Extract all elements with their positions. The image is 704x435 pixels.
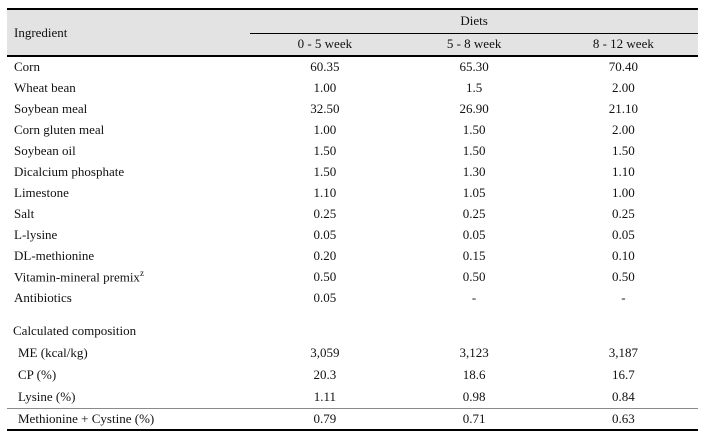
value-cell: 0.98 <box>462 388 486 404</box>
value-cell: 3,059 <box>310 345 340 360</box>
ingredient-name-cell: Corn <box>14 59 40 74</box>
table-row: Soybean oil 1.50 1.50 1.50 <box>7 140 698 161</box>
value-cell: 0.05 <box>462 226 486 242</box>
value-cell: 0.71 <box>399 407 549 431</box>
section-divider: Calculated composition <box>7 308 698 342</box>
ingredient-name-cell: L-lysine <box>14 226 58 242</box>
table-row: Antibiotics 0.05 - - <box>7 287 698 308</box>
value-cell: 1.05 <box>462 184 486 200</box>
table-row: Limestone 1.10 1.05 1.00 <box>7 182 698 203</box>
value-cell: 16.7 <box>611 367 635 382</box>
ingredient-name-cell: Salt <box>14 205 35 221</box>
table-header: Ingredient Diets 0 - 5 week 5 - 8 week 8 -… <box>7 9 698 57</box>
value-cell: 0.63 <box>548 407 698 431</box>
value-cell: 18.6 <box>462 367 486 382</box>
value-cell: 32.50 <box>310 100 340 116</box>
spacer-cell <box>7 308 698 320</box>
composition-name-cell: Lysine (%) <box>18 388 76 404</box>
value-cell: 1.11 <box>313 388 336 404</box>
table-row: Wheat bean 1.00 1.5 2.00 <box>7 77 698 98</box>
header-row-group: Ingredient Diets <box>7 9 698 57</box>
composition-name-cell: CP (%) <box>18 367 57 382</box>
week-column-header: 5 - 8 week <box>399 33 549 57</box>
table-row: Soybean meal 32.50 26.90 21.10 <box>7 98 698 119</box>
composition-name-cell: ME (kcal/kg) <box>18 345 88 360</box>
composition-section: ME (kcal/kg) 3,059 3,123 3,187 CP (%) 20.3 18.… <box>7 342 698 431</box>
ingredient-name-cell: Wheat bean <box>14 79 76 95</box>
value-cell: 1.10 <box>313 184 337 200</box>
table-row: Methionine + Cystine (%) 0.79 0.71 0.63 <box>7 407 698 431</box>
value-cell: 60.35 <box>310 59 340 74</box>
ingredient-name-cell: DL-methionine <box>14 247 95 263</box>
value-cell: 2.00 <box>611 121 635 137</box>
value-cell: 0.15 <box>462 247 486 263</box>
week-column-header: 0 - 5 week <box>250 33 400 57</box>
section-header-label: Calculated composition <box>13 323 137 338</box>
ingredients-section: Corn 60.35 65.30 70.40 Wheat bean 1.00 1.5 2.00… <box>7 56 698 308</box>
value-cell: 1.00 <box>313 79 337 95</box>
table-row: CP (%) 20.3 18.6 16.7 <box>7 364 698 386</box>
value-cell: 1.00 <box>313 121 337 137</box>
table-row: Dicalcium phosphate 1.50 1.30 1.10 <box>7 161 698 182</box>
value-cell: 1.50 <box>611 142 635 158</box>
table-row: Corn 60.35 65.30 70.40 <box>7 56 698 77</box>
section-header-row: Calculated composition <box>7 320 698 342</box>
value-cell: 0.25 <box>462 205 486 221</box>
value-cell: 1.00 <box>611 184 635 200</box>
value-cell: - <box>471 289 477 305</box>
table-row: Corn gluten meal 1.00 1.50 2.00 <box>7 119 698 140</box>
value-cell: 0.84 <box>611 388 635 404</box>
diets-group-header: Diets <box>250 9 698 34</box>
composition-name-cell: Methionine + Cystine (%) <box>7 407 251 431</box>
value-cell: 20.3 <box>313 367 337 382</box>
value-cell: 0.79 <box>250 407 400 431</box>
diet-ingredient-table: Ingredient Diets 0 - 5 week 5 - 8 week 8 -… <box>7 8 698 431</box>
ingredient-name-cell: Dicalcium phosphate <box>14 163 125 179</box>
value-cell: 0.25 <box>611 205 635 221</box>
table-row: Lysine (%) 1.11 0.98 0.84 <box>7 386 698 408</box>
value-cell: 0.50 <box>611 268 635 284</box>
value-cell: 70.40 <box>608 59 638 74</box>
ingredient-name-cell: Vitamin-mineral premixz <box>14 267 144 285</box>
table-row: L-lysine 0.05 0.05 0.05 <box>7 224 698 245</box>
ingredient-name-cell: Antibiotics <box>14 289 72 305</box>
value-cell: - <box>621 289 626 305</box>
table-row: ME (kcal/kg) 3,059 3,123 3,187 <box>7 342 698 364</box>
value-cell: 65.30 <box>459 59 489 74</box>
value-cell: 1.50 <box>462 142 486 158</box>
value-cell: 1.50 <box>313 163 337 179</box>
header-row-weeks: 0 - 5 week 5 - 8 week 8 - 12 week <box>7 33 698 57</box>
value-cell: 0.05 <box>611 226 635 242</box>
value-cell: 2.00 <box>611 79 635 95</box>
week-column-header: 8 - 12 week <box>548 33 698 57</box>
value-cell: 0.05 <box>313 289 337 305</box>
spacer-row <box>7 308 698 320</box>
ingredient-name-cell: Soybean oil <box>14 142 76 158</box>
value-cell: 1.30 <box>462 163 486 179</box>
value-cell: 0.20 <box>313 247 337 263</box>
value-cell: 1.5 <box>465 79 483 95</box>
ingredient-name-cell: Limestone <box>14 184 69 200</box>
value-cell: 3,123 <box>459 345 489 360</box>
value-cell: 0.10 <box>611 247 635 263</box>
value-cell: 0.50 <box>462 268 486 284</box>
value-cell: 1.50 <box>462 121 486 137</box>
value-cell: 0.50 <box>313 268 337 284</box>
table-row: Salt 0.25 0.25 0.25 <box>7 203 698 224</box>
table-row: Vitamin-mineral premixz 0.50 0.50 0.50 <box>7 266 698 287</box>
value-cell: 1.50 <box>313 142 337 158</box>
ingredient-name-cell: Soybean meal <box>14 100 88 116</box>
value-cell: 3,187 <box>608 345 638 360</box>
value-cell: 26.90 <box>459 100 489 116</box>
table-row: DL-methionine 0.20 0.15 0.10 <box>7 245 698 266</box>
value-cell: 0.05 <box>313 226 337 242</box>
value-cell: 21.10 <box>608 100 638 116</box>
ingredient-column-header: Ingredient <box>7 9 251 57</box>
footnote-marker: z <box>139 267 144 278</box>
table: Ingredient Diets 0 - 5 week 5 - 8 week 8 -… <box>7 8 698 431</box>
value-cell: 0.25 <box>313 205 337 221</box>
value-cell: 1.10 <box>611 163 635 179</box>
ingredient-name-cell: Corn gluten meal <box>14 121 105 137</box>
